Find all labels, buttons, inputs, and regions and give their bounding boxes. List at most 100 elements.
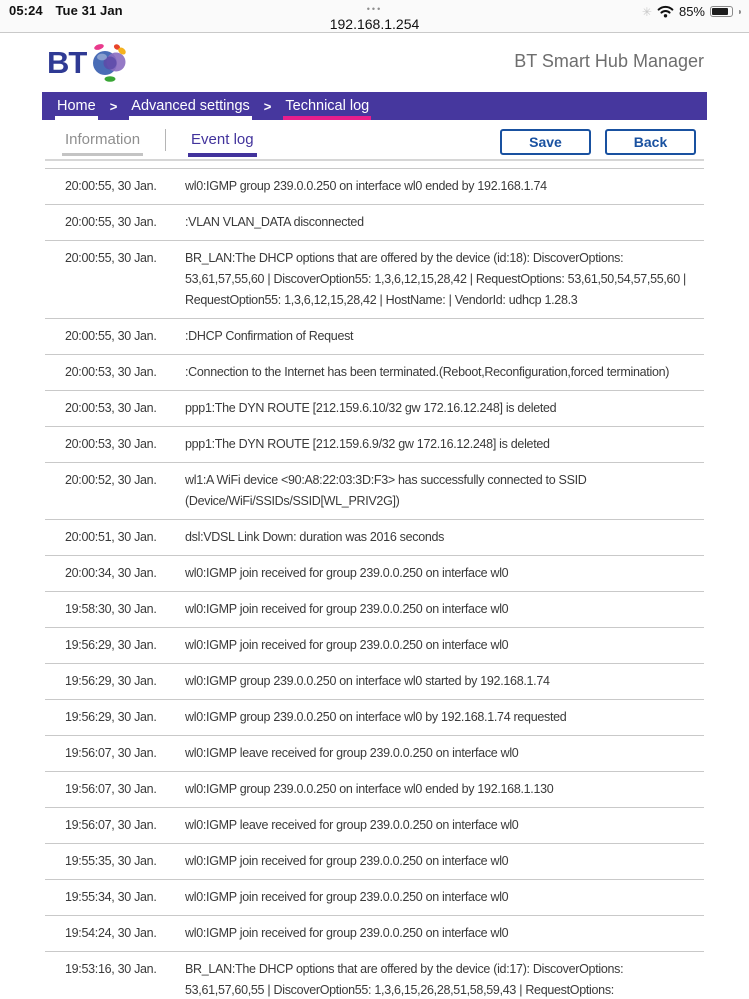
log-row-time: 19:53:16, 30 Jan. <box>65 962 157 976</box>
log-row-time: 20:00:55, 30 Jan. <box>65 329 157 343</box>
page-title: BT Smart Hub Manager <box>514 51 704 71</box>
log-row: 20:00:53, 30 Jan. ppp1:The DYN ROUTE [21… <box>45 427 704 463</box>
tab-event-log-label: Event log <box>191 131 254 148</box>
log-row-time: 19:58:30, 30 Jan. <box>65 602 157 616</box>
log-row-time: 19:56:29, 30 Jan. <box>65 674 157 688</box>
tab-event-log[interactable]: Event log <box>188 120 257 159</box>
log-row-time: 19:56:29, 30 Jan. <box>65 638 157 652</box>
tab-divider <box>165 128 167 151</box>
log-row-time: 19:54:24, 30 Jan. <box>65 926 157 940</box>
breadcrumb-home[interactable]: Home <box>55 92 98 120</box>
log-row: 19:56:07, 30 Jan. wl0:IGMP leave receive… <box>45 808 704 844</box>
log-row-time: 20:00:34, 30 Jan. <box>65 566 157 580</box>
log-row-time: 20:00:52, 30 Jan. <box>65 473 157 487</box>
breadcrumb-technical-log[interactable]: Technical log <box>283 92 372 120</box>
breadcrumb-home-underline <box>55 116 98 120</box>
log-row: 19:55:34, 30 Jan. wl0:IGMP join received… <box>45 880 704 916</box>
log-row-message: wl0:IGMP group 239.0.0.250 on interface … <box>185 674 550 688</box>
bt-globe-icon <box>93 44 127 82</box>
truncated-row-top <box>45 161 704 169</box>
address-url[interactable]: 192.168.1.254 <box>329 16 420 32</box>
breadcrumb-advanced-settings-label: Advanced settings <box>131 98 250 114</box>
log-row-message: :VLAN VLAN_DATA disconnected <box>185 215 364 229</box>
app-header: BT BT Smart Hub Manager <box>0 33 749 92</box>
toolbar-actions: Save Back <box>500 129 696 155</box>
log-row-message: wl0:IGMP leave received for group 239.0.… <box>185 746 519 760</box>
tab-event-log-underline <box>188 153 257 157</box>
log-row-message: :DHCP Confirmation of Request <box>185 329 354 343</box>
log-row: 20:00:55, 30 Jan. wl0:IGMP group 239.0.0… <box>45 169 704 205</box>
log-row-message: dsl:VDSL Link Down: duration was 2016 se… <box>185 530 445 544</box>
log-row-time: 20:00:53, 30 Jan. <box>65 401 157 415</box>
log-row-time: 20:00:51, 30 Jan. <box>65 530 157 544</box>
battery-fill <box>712 8 728 15</box>
log-row: 19:56:29, 30 Jan. wl0:IGMP group 239.0.0… <box>45 664 704 700</box>
log-row-time: 20:00:55, 30 Jan. <box>65 179 157 193</box>
log-row-message: BR_LAN:The DHCP options that are offered… <box>185 251 686 307</box>
log-row-time: 19:56:07, 30 Jan. <box>65 746 157 760</box>
log-row-message: wl0:IGMP group 239.0.0.250 on interface … <box>185 179 547 193</box>
log-row-time: 19:56:29, 30 Jan. <box>65 710 157 724</box>
log-row-message: :Connection to the Internet has been ter… <box>185 365 670 379</box>
log-row-message: wl0:IGMP group 239.0.0.250 on interface … <box>185 710 567 724</box>
chevron-right-icon: > <box>263 98 272 114</box>
log-row-time: 19:56:07, 30 Jan. <box>65 782 157 796</box>
save-button[interactable]: Save <box>500 129 591 155</box>
chevron-right-icon: > <box>109 98 118 114</box>
tab-information[interactable]: Information <box>62 120 144 159</box>
breadcrumb: Home > Advanced settings > Technical log <box>42 92 707 120</box>
log-row: 19:58:30, 30 Jan. wl0:IGMP join received… <box>45 592 704 628</box>
breadcrumb-technical-log-underline <box>283 116 372 120</box>
activity-spinner-icon: ✳ <box>641 4 652 19</box>
log-row: 19:56:29, 30 Jan. wl0:IGMP join received… <box>45 628 704 664</box>
log-row: 20:00:53, 30 Jan. :Connection to the Int… <box>45 355 704 391</box>
bt-logo[interactable]: BT <box>47 41 132 85</box>
log-row: 20:00:51, 30 Jan. dsl:VDSL Link Down: du… <box>45 520 704 556</box>
battery-percent: 85% <box>678 4 705 19</box>
tab-overview-dots-icon[interactable]: ••• <box>366 4 383 14</box>
log-row-time: 20:00:53, 30 Jan. <box>65 365 157 379</box>
log-row-time: 20:00:53, 30 Jan. <box>65 437 157 451</box>
log-row: 20:00:52, 30 Jan. wl1:A WiFi device <90:… <box>45 463 704 520</box>
log-row-message: wl0:IGMP join received for group 239.0.0… <box>185 854 509 868</box>
breadcrumb-technical-log-label: Technical log <box>285 98 370 114</box>
log-row: 19:55:35, 30 Jan. wl0:IGMP join received… <box>45 844 704 880</box>
log-row: 19:56:29, 30 Jan. wl0:IGMP group 239.0.0… <box>45 700 704 736</box>
log-row-message: ppp1:The DYN ROUTE [212.159.6.9/32 gw 17… <box>185 437 550 451</box>
log-row-message: wl0:IGMP join received for group 239.0.0… <box>185 638 509 652</box>
status-date: Tue 31 Jan <box>55 3 123 18</box>
log-row-time: 19:56:07, 30 Jan. <box>65 818 157 832</box>
log-row-time: 19:55:34, 30 Jan. <box>65 890 157 904</box>
log-row: 19:56:07, 30 Jan. wl0:IGMP leave receive… <box>45 736 704 772</box>
log-row-time: 19:55:35, 30 Jan. <box>65 854 157 868</box>
log-row: 19:53:16, 30 Jan. BR_LAN:The DHCP option… <box>45 952 704 999</box>
battery-icon <box>710 6 733 17</box>
bt-logo-text: BT <box>47 45 87 80</box>
log-row-message: BR_LAN:The DHCP options that are offered… <box>185 962 624 997</box>
status-left: 05:24 Tue 31 Jan <box>9 3 123 18</box>
log-row-message: wl0:IGMP join received for group 239.0.0… <box>185 602 509 616</box>
status-center: ••• 192.168.1.254 <box>0 0 749 32</box>
section-divider <box>45 159 704 161</box>
event-log-table: 20:00:55, 30 Jan. wl0:IGMP group 239.0.0… <box>45 161 704 999</box>
battery-nub <box>739 9 741 14</box>
log-row-message: wl0:IGMP group 239.0.0.250 on interface … <box>185 782 554 796</box>
log-row-time: 20:00:55, 30 Jan. <box>65 251 157 265</box>
breadcrumb-home-label: Home <box>57 98 96 114</box>
tab-information-label: Information <box>65 131 141 148</box>
clock: 05:24 <box>9 3 43 18</box>
log-row: 20:00:34, 30 Jan. wl0:IGMP join received… <box>45 556 704 592</box>
log-row: 20:00:55, 30 Jan. :DHCP Confirmation of … <box>45 319 704 355</box>
log-row-message: wl0:IGMP leave received for group 239.0.… <box>185 818 519 832</box>
wifi-icon <box>657 5 674 18</box>
log-row: 19:54:24, 30 Jan. wl0:IGMP join received… <box>45 916 704 952</box>
log-row: 20:00:55, 30 Jan. :VLAN VLAN_DATA discon… <box>45 205 704 241</box>
status-right: ✳ 85% <box>642 4 741 19</box>
breadcrumb-advanced-settings-underline <box>129 116 252 120</box>
breadcrumb-advanced-settings[interactable]: Advanced settings <box>129 92 252 120</box>
back-button[interactable]: Back <box>605 129 696 155</box>
log-row-message: ppp1:The DYN ROUTE [212.159.6.10/32 gw 1… <box>185 401 557 415</box>
tab-information-underline <box>62 153 144 156</box>
log-row-time: 20:00:55, 30 Jan. <box>65 215 157 229</box>
